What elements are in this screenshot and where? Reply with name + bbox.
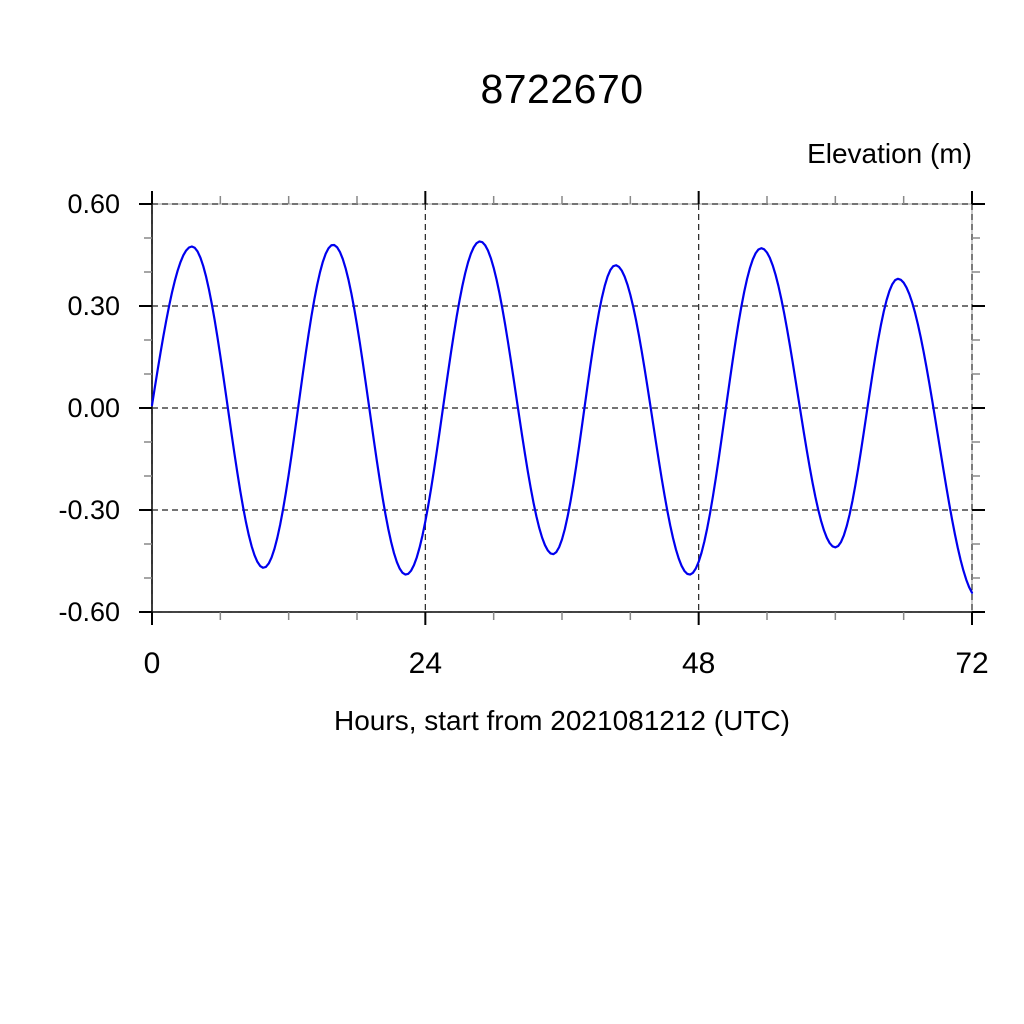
x-tick-label: 0: [143, 647, 161, 680]
x-tick-label: 24: [408, 647, 443, 680]
y-axis-title: Elevation (m): [807, 138, 972, 169]
y-tick-label: 0.00: [67, 393, 120, 423]
x-tick-label: 72: [955, 647, 989, 680]
y-tick-label: -0.60: [58, 597, 120, 627]
elevation-curve: [150, 240, 974, 594]
y-tick-label: 0.60: [67, 189, 120, 219]
x-tick-label: 48: [681, 647, 716, 680]
y-tick-label: 0.30: [67, 291, 120, 321]
y-tick-label: -0.30: [58, 495, 120, 525]
x-axis-title: Hours, start from 2021081212 (UTC): [334, 705, 790, 736]
plot-title: 8722670: [480, 66, 644, 112]
